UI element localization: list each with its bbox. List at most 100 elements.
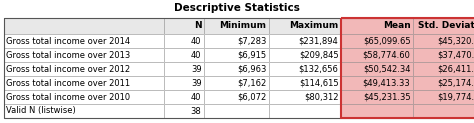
Bar bbox=[413, 104, 474, 118]
Bar bbox=[4, 18, 164, 34]
Bar bbox=[4, 62, 164, 76]
Text: $45,320.634: $45,320.634 bbox=[438, 37, 474, 46]
Bar bbox=[4, 76, 164, 90]
Text: $80,312: $80,312 bbox=[304, 92, 338, 101]
Bar bbox=[269, 62, 341, 76]
Bar bbox=[204, 76, 269, 90]
Bar bbox=[413, 62, 474, 76]
Bar bbox=[413, 18, 474, 34]
Bar bbox=[413, 62, 474, 76]
Bar bbox=[4, 104, 164, 118]
Bar bbox=[341, 104, 413, 118]
Bar bbox=[269, 90, 341, 104]
Bar bbox=[4, 34, 164, 48]
Bar bbox=[164, 34, 204, 48]
Text: 40: 40 bbox=[191, 92, 201, 101]
Bar bbox=[164, 76, 204, 90]
Text: Gross total income over 2012: Gross total income over 2012 bbox=[7, 64, 131, 74]
Bar bbox=[269, 18, 341, 34]
Bar bbox=[341, 90, 413, 104]
Bar bbox=[269, 34, 341, 48]
Text: $50,542.34: $50,542.34 bbox=[363, 64, 410, 74]
Bar bbox=[341, 90, 413, 104]
Bar bbox=[164, 90, 204, 104]
Text: $114,615: $114,615 bbox=[299, 78, 338, 87]
Bar bbox=[269, 76, 341, 90]
Bar bbox=[164, 62, 204, 76]
Bar bbox=[204, 18, 269, 34]
Bar bbox=[413, 34, 474, 48]
Text: Minimum: Minimum bbox=[219, 22, 266, 31]
Bar bbox=[413, 104, 474, 118]
Bar bbox=[413, 90, 474, 104]
Bar bbox=[4, 34, 164, 48]
Text: Valid N (listwise): Valid N (listwise) bbox=[7, 107, 76, 115]
Bar bbox=[269, 34, 341, 48]
Bar bbox=[269, 48, 341, 62]
Bar bbox=[269, 18, 341, 34]
Bar bbox=[341, 62, 413, 76]
Text: Gross total income over 2010: Gross total income over 2010 bbox=[7, 92, 131, 101]
Bar bbox=[164, 90, 204, 104]
Bar bbox=[269, 104, 341, 118]
Bar bbox=[413, 34, 474, 48]
Text: $19,774.423: $19,774.423 bbox=[438, 92, 474, 101]
Text: N: N bbox=[194, 22, 201, 31]
Bar bbox=[413, 90, 474, 104]
Bar bbox=[204, 34, 269, 48]
Text: Mean: Mean bbox=[383, 22, 410, 31]
Bar bbox=[269, 90, 341, 104]
Bar bbox=[204, 48, 269, 62]
Text: 40: 40 bbox=[191, 51, 201, 60]
Bar bbox=[204, 62, 269, 76]
Bar bbox=[341, 34, 413, 48]
Bar bbox=[164, 62, 204, 76]
Bar bbox=[204, 76, 269, 90]
Bar bbox=[4, 90, 164, 104]
Bar bbox=[4, 90, 164, 104]
Bar bbox=[341, 76, 413, 90]
Text: Gross total income over 2014: Gross total income over 2014 bbox=[7, 37, 131, 46]
Bar bbox=[164, 48, 204, 62]
Bar bbox=[164, 76, 204, 90]
Bar bbox=[164, 104, 204, 118]
Bar bbox=[4, 18, 164, 34]
Bar bbox=[204, 104, 269, 118]
Text: 39: 39 bbox=[191, 64, 201, 74]
Bar bbox=[341, 18, 474, 118]
Text: $25,174.552: $25,174.552 bbox=[438, 78, 474, 87]
Bar bbox=[341, 48, 413, 62]
Text: $65,099.65: $65,099.65 bbox=[363, 37, 410, 46]
Bar bbox=[164, 18, 204, 34]
Bar bbox=[164, 104, 204, 118]
Text: $7,162: $7,162 bbox=[237, 78, 266, 87]
Text: $6,915: $6,915 bbox=[237, 51, 266, 60]
Bar bbox=[413, 48, 474, 62]
Bar bbox=[413, 76, 474, 90]
Text: Maximum: Maximum bbox=[289, 22, 338, 31]
Bar bbox=[341, 34, 413, 48]
Text: $49,413.33: $49,413.33 bbox=[363, 78, 410, 87]
Text: Gross total income over 2011: Gross total income over 2011 bbox=[7, 78, 131, 87]
Text: $58,774.60: $58,774.60 bbox=[363, 51, 410, 60]
Bar bbox=[204, 34, 269, 48]
Bar bbox=[413, 48, 474, 62]
Text: 38: 38 bbox=[191, 107, 201, 115]
Text: $7,283: $7,283 bbox=[237, 37, 266, 46]
Text: $37,470.785: $37,470.785 bbox=[437, 51, 474, 60]
Bar bbox=[164, 48, 204, 62]
Text: Gross total income over 2013: Gross total income over 2013 bbox=[7, 51, 131, 60]
Text: $132,656: $132,656 bbox=[299, 64, 338, 74]
Bar bbox=[204, 62, 269, 76]
Text: Std. Deviation: Std. Deviation bbox=[418, 22, 474, 31]
Text: $45,231.35: $45,231.35 bbox=[363, 92, 410, 101]
Bar bbox=[269, 76, 341, 90]
Bar bbox=[269, 104, 341, 118]
Bar bbox=[341, 18, 413, 34]
Text: 40: 40 bbox=[191, 37, 201, 46]
Bar bbox=[341, 104, 413, 118]
Bar bbox=[4, 18, 474, 118]
Bar bbox=[413, 18, 474, 34]
Text: Descriptive Statistics: Descriptive Statistics bbox=[174, 3, 300, 13]
Bar bbox=[4, 62, 164, 76]
